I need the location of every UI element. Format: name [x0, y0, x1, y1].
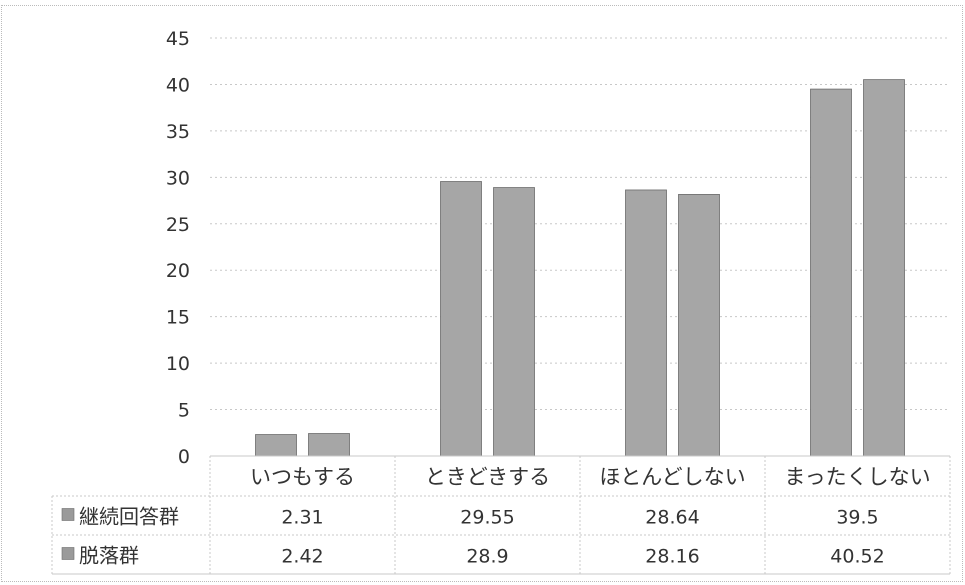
bar-series-1: [255, 434, 297, 457]
y-tick-label: 25: [166, 214, 190, 236]
y-tick-label: 20: [166, 260, 190, 282]
bar-series-1: [440, 181, 482, 457]
category-label: いつもする: [250, 465, 355, 489]
data-table-value: 28.64: [645, 507, 699, 529]
category-label: ときどきする: [425, 465, 550, 489]
bar-series-2: [308, 433, 350, 457]
bar-series-2: [493, 187, 535, 457]
data-table-value: 39.5: [836, 507, 878, 529]
legend-series-name: 脱落群: [79, 544, 139, 568]
y-tick-label: 10: [166, 353, 190, 375]
bar-series-1: [625, 189, 667, 457]
data-table-value: 2.31: [281, 507, 323, 529]
y-axis-tick-labels: 0 5 10 15 20 25 30 35 40 45: [166, 28, 190, 468]
y-tick-label: 35: [166, 121, 190, 143]
data-table-value: 29.55: [460, 507, 514, 529]
bars: [255, 79, 905, 457]
legend-key: [61, 508, 75, 521]
data-table-value: 28.16: [645, 546, 699, 568]
data-table-value: 28.9: [466, 546, 508, 568]
y-tick-label: 15: [166, 307, 190, 329]
data-table-value: 40.52: [830, 546, 884, 568]
bar-series-2: [863, 79, 905, 457]
bar-series-1: [810, 88, 852, 457]
data-table-value: 2.42: [281, 546, 323, 568]
bar-series-2: [678, 194, 720, 457]
category-label: まったくしない: [784, 465, 930, 489]
y-tick-label: 45: [166, 28, 190, 50]
legend-series-name: 継続回答群: [79, 505, 179, 529]
legend-key: [61, 547, 75, 560]
y-tick-label: 0: [178, 446, 190, 468]
category-label: ほとんどしない: [599, 465, 745, 489]
y-tick-label: 30: [166, 167, 190, 189]
y-tick-label: 40: [166, 74, 190, 96]
chart-frame: [1, 5, 963, 582]
y-tick-label: 5: [178, 400, 190, 422]
